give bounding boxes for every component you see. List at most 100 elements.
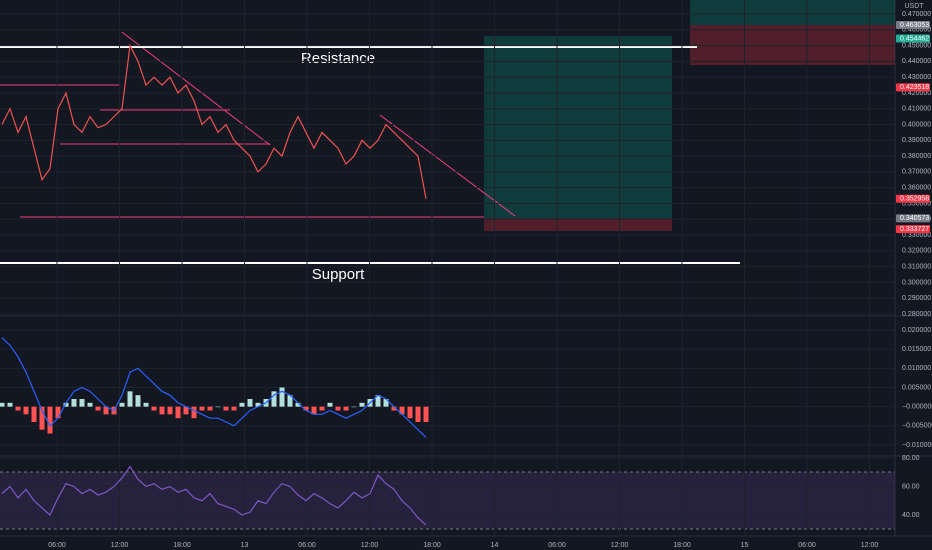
long-position-stop	[484, 218, 672, 231]
histogram-bar	[175, 406, 181, 419]
time-tick-label: 18:00	[673, 542, 691, 549]
histogram-bar	[31, 406, 37, 422]
histogram-bar	[319, 406, 325, 411]
histogram-bar	[23, 406, 29, 415]
y-tick-label: 0.420000	[902, 90, 931, 97]
histogram-bar	[271, 391, 277, 407]
histogram-bar	[223, 406, 229, 411]
y-tick-label: 0.020000	[902, 327, 931, 334]
macd-line	[1, 337, 427, 438]
support-label: Support	[312, 266, 365, 283]
price-badge-label: 0.352958	[900, 196, 929, 203]
histogram-bar	[359, 402, 365, 407]
y-tick-label: 0.400000	[902, 121, 931, 128]
histogram-bar	[95, 406, 101, 411]
histogram-bar	[287, 395, 293, 407]
histogram-bar	[159, 406, 165, 415]
price-line	[1, 43, 427, 199]
y-tick-label: 0.005000	[902, 384, 931, 391]
price-badge-label: 0.454462	[900, 35, 929, 42]
y-tick-label: 0.410000	[902, 106, 931, 113]
histogram-bar	[343, 406, 349, 411]
histogram-bar	[295, 402, 301, 407]
y-tick-label: 0.370000	[902, 169, 931, 176]
histogram-bar	[15, 406, 21, 411]
y-tick-label: 60.00	[902, 483, 920, 490]
time-tick-label: 06:00	[798, 542, 816, 549]
histogram-bar	[351, 406, 357, 408]
histogram-bar	[199, 406, 205, 411]
histogram-bar	[119, 402, 125, 407]
position-target	[690, 0, 895, 25]
price-badge	[896, 194, 930, 203]
y-tick-label: 0.450000	[902, 42, 931, 49]
trendline	[379, 114, 516, 217]
price-badge	[896, 225, 930, 234]
y-tick-label: 0.320000	[902, 248, 931, 255]
y-tick-label: −0.005000	[902, 423, 932, 430]
y-tick-label: 0.360000	[902, 185, 931, 192]
time-tick-label: 12:00	[611, 542, 629, 549]
histogram-bar	[7, 402, 13, 407]
time-tick-label: 14	[491, 542, 499, 549]
y-tick-label: 0.390000	[902, 137, 931, 144]
y-tick-label: 0.430000	[902, 74, 931, 81]
histogram-bar	[167, 406, 173, 415]
price-badge	[896, 34, 930, 43]
price-badge	[896, 83, 930, 92]
rsi-line	[1, 465, 427, 526]
histogram-bar	[183, 406, 189, 415]
histogram-bar	[47, 406, 53, 434]
y-tick-label: 0.300000	[902, 279, 931, 286]
histogram-bar	[311, 406, 317, 415]
price-badge-label: 0.463053	[900, 22, 929, 29]
histogram-bar	[335, 406, 341, 411]
time-tick-label: 06:00	[298, 542, 316, 549]
y-tick-label: 40.00	[902, 512, 920, 519]
time-tick-label: 18:00	[173, 542, 191, 549]
y-tick-label: 0.280000	[902, 311, 931, 318]
price-badge	[896, 214, 930, 223]
y-tick-label: 0.350000	[902, 200, 931, 207]
rsi-band	[0, 472, 895, 529]
time-tick-label: 06:00	[48, 542, 66, 549]
histogram-bar	[55, 406, 61, 419]
histogram-bar	[391, 406, 397, 411]
histogram-bar	[87, 402, 93, 407]
time-tick-label: 13	[241, 542, 249, 549]
y-tick-label: 0.290000	[902, 295, 931, 302]
histogram-bar	[415, 406, 421, 422]
histogram-bar	[399, 406, 405, 415]
price-badge	[896, 20, 930, 29]
histogram-bar	[375, 395, 381, 407]
y-tick-label: 80.00	[902, 455, 920, 462]
time-tick-label: 12:00	[361, 542, 379, 549]
y-tick-label: −0.000000	[902, 404, 932, 411]
histogram-bar	[383, 399, 389, 407]
histogram-bar	[207, 406, 213, 411]
histogram-bar	[39, 406, 45, 430]
histogram-bar	[327, 402, 333, 407]
histogram-bar	[215, 406, 221, 408]
price-badge-label: 0.423518	[900, 84, 929, 91]
quote-currency: USDT	[904, 3, 924, 10]
histogram-bar	[71, 399, 77, 407]
long-position-target	[484, 36, 672, 218]
histogram-bar	[0, 402, 5, 407]
histogram-bar	[103, 406, 109, 415]
histogram-bar	[279, 387, 285, 407]
histogram-bar	[423, 406, 429, 422]
histogram-bar	[239, 402, 245, 407]
y-tick-label: 0.440000	[902, 58, 931, 65]
price-badge-label: 0.340573	[900, 215, 929, 222]
price-badge-label: 0.333727	[900, 226, 929, 233]
histogram-bar	[151, 406, 157, 411]
histogram-bar	[247, 399, 253, 407]
histogram-bar	[303, 406, 309, 411]
histogram-bar	[63, 402, 69, 407]
y-tick-label: 0.380000	[902, 153, 931, 160]
time-tick-label: 12:00	[861, 542, 879, 549]
histogram-bar	[255, 402, 261, 407]
y-tick-label: −0.010000	[902, 442, 932, 449]
